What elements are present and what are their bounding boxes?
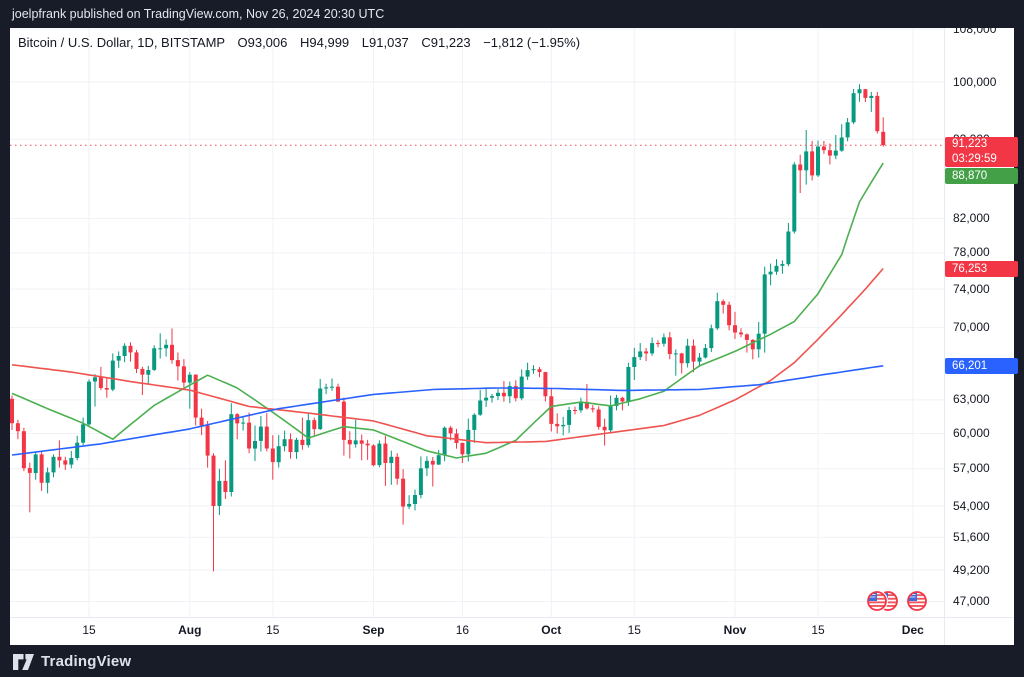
high-value: H94,999 xyxy=(300,35,350,50)
close-value: C91,223 xyxy=(421,35,471,50)
tradingview-brand-link[interactable]: TradingView xyxy=(13,653,131,670)
symbol-name: Bitcoin / U.S. Dollar, 1D, BITSTAMP xyxy=(18,35,225,50)
moving-averages-layer xyxy=(11,162,884,459)
candles-layer xyxy=(10,84,886,572)
ma-fast-line xyxy=(11,162,884,459)
change-value: −1,812 (−1.95%) xyxy=(483,35,581,50)
ma-slow-line xyxy=(11,365,884,456)
brand-name: TradingView xyxy=(41,653,132,670)
instrument-pair-icon xyxy=(866,590,898,612)
chart-title: Bitcoin / U.S. Dollar, 1D, BITSTAMP O93,… xyxy=(18,35,580,50)
low-value: L91,037 xyxy=(361,35,409,50)
publish-text: joelpfrank published on TradingView.com,… xyxy=(12,7,385,21)
footer-bar: TradingView xyxy=(0,645,1024,677)
currency-flag-icon xyxy=(907,591,927,611)
ma-mid-line xyxy=(11,267,884,444)
tradingview-logo-icon xyxy=(13,653,34,670)
open-value: O93,006 xyxy=(237,35,288,50)
publish-bar: joelpfrank published on TradingView.com,… xyxy=(0,0,1024,28)
